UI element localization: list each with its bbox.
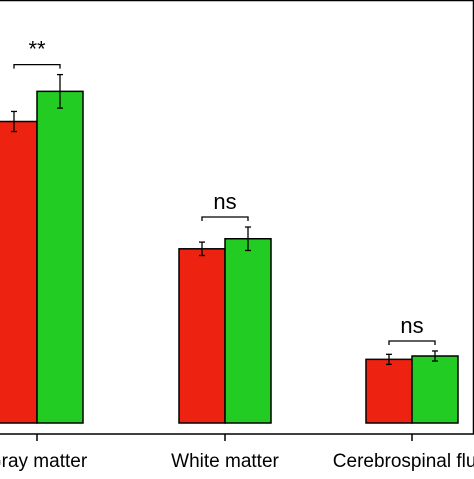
bar-0-0	[0, 120, 38, 424]
significance-label-1: ns	[213, 189, 236, 214]
x-ticks-layer: Gray matter White matter Cerebrospinal flu…	[0, 434, 474, 472]
significance-label-2: ns	[400, 313, 423, 338]
significance-bracket-1	[201, 216, 249, 222]
x-tick-label-0: Gray matter	[0, 451, 88, 472]
significance-bracket-0	[13, 63, 61, 69]
significance-bracket-2	[388, 340, 436, 345]
significance-label-0: **	[28, 37, 46, 62]
x-tick-label-1: White matter	[171, 451, 279, 472]
bar-0-1	[36, 90, 84, 424]
significance-layer: ** ns ns	[13, 37, 436, 345]
bar-2-0	[365, 358, 413, 424]
error-bars-layer	[11, 73, 438, 366]
bars-layer	[0, 90, 459, 424]
bar-2-1	[411, 355, 459, 424]
bar-1-1	[224, 238, 272, 424]
x-tick-label-2: Cerebrospinal fluid	[333, 451, 474, 472]
bar-1-0	[178, 248, 226, 424]
